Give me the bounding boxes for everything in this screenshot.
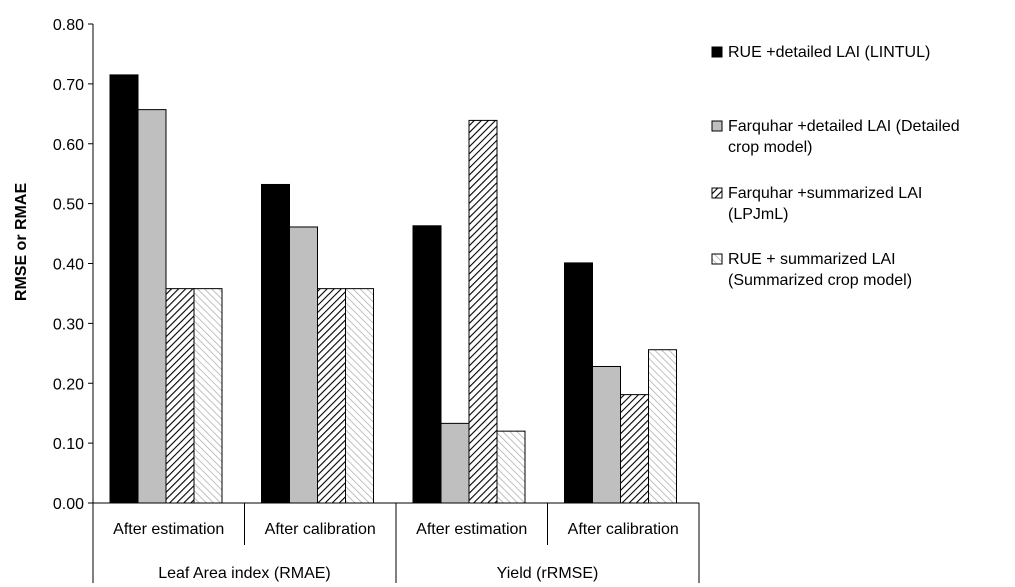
bar-series-1-category-3 [412, 225, 442, 504]
y-tick-label: 0.10 [53, 436, 84, 453]
bar-series-4-category-1 [193, 288, 223, 504]
y-axis-label: RMSE or RMAE [13, 183, 30, 302]
legend-label: Farquhar +summarized LAI (LPJmL) [728, 185, 922, 223]
bar-series-1-category-2 [261, 183, 290, 504]
legend-swatch [711, 120, 723, 132]
y-tick-label: 0.50 [53, 197, 84, 214]
bar-series-1-category-1 [109, 74, 139, 504]
y-tick-label: 0.70 [53, 77, 84, 94]
y-tick-label: 0.20 [53, 376, 84, 393]
bar-series-3-category-3 [468, 119, 498, 504]
bar-series-4-category-4 [648, 349, 677, 504]
bar-series-3-category-2 [317, 288, 346, 504]
legend-label: RUE + summarized LAI (Summarized crop mod… [728, 251, 912, 289]
x-category-label: After estimation [113, 521, 224, 538]
legend-label: RUE +detailed LAI (LINTUL) [728, 44, 930, 61]
bar-series-2-category-3 [440, 422, 470, 504]
bar-series-2-category-4 [592, 365, 621, 504]
x-group-label: Yield (rRMSE) [497, 565, 599, 582]
y-axis-ticks: 0.00 0.10 0.20 0.30 0.40 0.50 0.60 0.70 0.80 [53, 17, 93, 513]
y-tick-label: 0.30 [53, 316, 84, 333]
y-tick-label: 0.40 [53, 257, 84, 274]
x-axis-labels: After estimation After calibration After e… [113, 503, 700, 583]
bar-series-4-category-2 [345, 288, 374, 504]
legend-swatch [711, 253, 723, 265]
bar-series-3-category-1 [165, 288, 195, 504]
bar-series-2-category-1 [137, 109, 167, 504]
bar-series-4-category-3 [496, 430, 526, 504]
y-tick-label: 0.80 [53, 17, 84, 34]
x-category-label: After calibration [568, 521, 679, 538]
x-category-label: After calibration [265, 521, 376, 538]
legend: RUE +detailed LAI (LINTUL) Farquhar +deta… [711, 44, 960, 289]
x-group-label: Leaf Area index (RMAE) [158, 565, 331, 582]
bars [109, 74, 677, 504]
bar-series-2-category-2 [289, 226, 318, 504]
y-tick-label: 0.60 [53, 137, 84, 154]
x-category-label: After estimation [416, 521, 527, 538]
bar-series-1-category-4 [564, 262, 593, 504]
bar-series-3-category-4 [620, 394, 649, 504]
legend-swatch [711, 46, 723, 58]
legend-label: Farquhar +detailed LAI (Detailed crop mod… [728, 118, 960, 156]
legend-swatch [711, 187, 723, 199]
y-tick-label: 0.00 [53, 496, 84, 513]
